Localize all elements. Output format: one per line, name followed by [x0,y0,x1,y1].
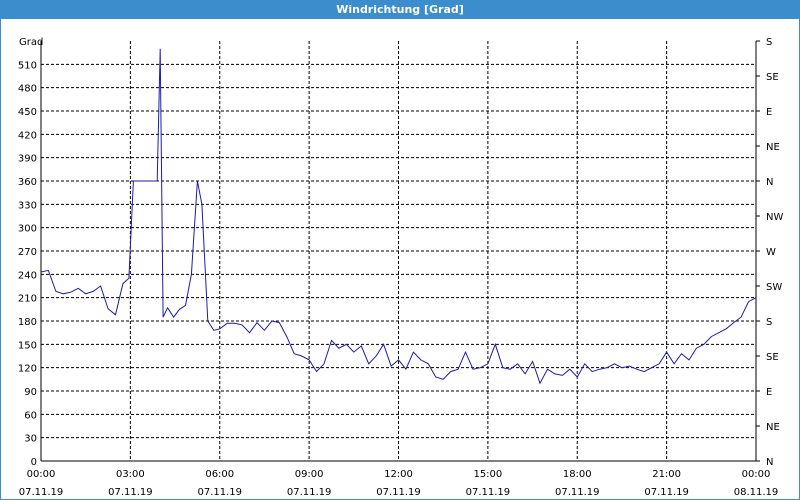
x-tick-date: 07.11.19 [466,487,511,498]
y-tick-label: 30 [24,434,37,445]
x-tick-label: 12:00 [384,469,413,480]
x-tick-date: 07.11.19 [197,487,242,498]
y-tick-label: 210 [18,294,37,305]
y2-tick-label: W [766,247,776,258]
x-tick-date: 07.11.19 [19,487,64,498]
y2-tick-label: E [766,387,772,398]
y-tick-label: 360 [18,177,37,188]
title-bar: Windrichtung [Grad] [1,1,799,19]
y-tick-label: 90 [24,387,37,398]
x-tick-date: 07.11.19 [555,487,600,498]
x-tick-label: 00:00 [27,469,56,480]
y-tick-label: 300 [18,224,37,235]
x-tick-label: 21:00 [652,469,681,480]
x-tick-label: 03:00 [116,469,145,480]
x-tick-date: 07.11.19 [376,487,421,498]
y-tick-label: 180 [18,317,37,328]
y-tick-label: 150 [18,340,37,351]
y2-tick-label: E [766,107,772,118]
y2-tick-label: SE [766,352,779,363]
y-tick-label: 420 [18,130,37,141]
y2-tick-label: N [766,177,773,188]
x-tick-label: 15:00 [473,469,502,480]
y-tick-label: 330 [18,200,37,211]
y-tick-label: 0 [31,457,37,468]
y2-tick-label: S [766,37,772,48]
chart: Grad 0 30 60 90 120 150 180 210 240 270 300 330 360 3… [18,37,784,498]
y2-tick-label: N [766,457,773,468]
y-tick-label: 480 [18,84,37,95]
y-tick-label: 60 [24,410,37,421]
y-tick-label: 120 [18,364,37,375]
data-line [40,48,757,385]
y-axis-label: Grad [19,37,43,48]
x-tick-label: 18:00 [563,469,592,480]
x-tick-label: 06:00 [205,469,234,480]
x-tick-label: 09:00 [295,469,324,480]
y2-tick-label: NE [766,422,780,433]
y2-tick-label: NE [766,142,780,153]
y-tick-label: 390 [18,154,37,165]
y-tick-label: 510 [18,60,37,71]
y-tick-label: 450 [18,107,37,118]
y2-tick-label: SE [766,72,779,83]
y2-tick-label: SW [766,282,782,293]
y-tick-label: 240 [18,270,37,281]
x-tick-date: 07.11.19 [287,487,332,498]
y2-tick-label: S [766,317,772,328]
x-tick-date: 08.11.19 [734,487,779,498]
y2-tick-label: NW [766,212,783,223]
x-tick-date: 07.11.19 [108,487,153,498]
x-tick-label: 00:00 [742,469,771,480]
y-tick-label: 270 [18,247,37,258]
x-tick-date: 07.11.19 [644,487,689,498]
